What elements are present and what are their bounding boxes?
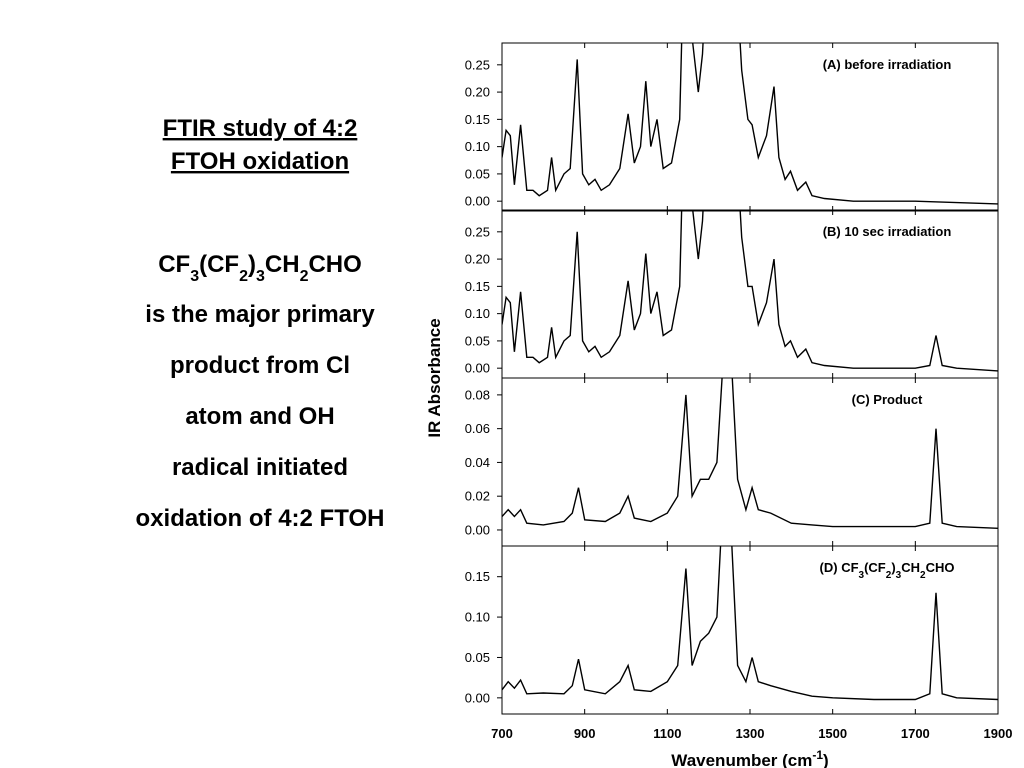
slide-title: FTOH oxidation — [171, 148, 349, 175]
text-part: CF — [158, 251, 190, 278]
y-tick-label: 0.10 — [465, 610, 490, 625]
y-tick-label: 0.05 — [465, 333, 490, 348]
text-part: CHO — [308, 251, 361, 278]
subscript: 3 — [859, 570, 865, 581]
body-line: atom and OH — [185, 403, 334, 430]
y-tick-label: 0.00 — [465, 690, 490, 705]
plot-frame — [501, 377, 999, 547]
spectrum-line — [502, 378, 998, 529]
y-tick-label: 0.06 — [465, 421, 490, 436]
y-tick-label: 0.00 — [465, 361, 490, 376]
y-tick-label: 0.20 — [465, 85, 490, 100]
body-line: is the major primary — [145, 301, 375, 328]
text-part: (D) CF — [820, 560, 859, 575]
x-tick-label: 1100 — [653, 726, 681, 741]
text-part: (C) Product — [852, 392, 923, 407]
text-part: (CF — [199, 251, 239, 278]
text-part: ) — [823, 751, 829, 768]
body-line: product from Cl — [170, 352, 350, 379]
subscript: 2 — [300, 268, 309, 285]
y-tick-label: 0.25 — [465, 57, 490, 72]
x-tick-label: 1900 — [984, 726, 1013, 741]
x-tick-label: 1300 — [736, 726, 765, 741]
text-part: Wavenumber (cm — [671, 751, 812, 768]
text-part: CH — [901, 560, 920, 575]
x-tick-label: 700 — [491, 726, 513, 741]
y-tick-label: 0.00 — [465, 522, 490, 537]
text-part: (A) before irradiation — [823, 57, 952, 72]
subscript: 2 — [886, 570, 892, 581]
panel-label: (C) Product — [852, 392, 923, 407]
y-tick-label: 0.08 — [465, 387, 490, 402]
subscript: 3 — [896, 570, 902, 581]
subscript: 2 — [920, 570, 926, 581]
y-tick-label: 0.15 — [465, 112, 490, 127]
text-part: (B) 10 sec irradiation — [823, 224, 952, 239]
x-tick-label: 1500 — [818, 726, 847, 741]
y-tick-label: 0.04 — [465, 455, 490, 470]
text-part: CH — [265, 251, 300, 278]
spectrum-line — [502, 546, 998, 701]
y-tick-label: 0.20 — [465, 252, 490, 267]
panel-label: (A) before irradiation — [823, 57, 952, 72]
y-tick-label: 0.10 — [465, 306, 490, 321]
y-tick-label: 0.10 — [465, 139, 490, 154]
text-part: CHO — [926, 560, 955, 575]
panel-label: (B) 10 sec irradiation — [823, 224, 952, 239]
body-line: oxidation of 4:2 FTOH — [136, 505, 385, 532]
subscript: 3 — [256, 268, 265, 285]
text-part: ) — [248, 251, 256, 278]
x-tick-label: 900 — [574, 726, 596, 741]
formula: CF3(CF2)3CH2CHO — [158, 251, 362, 285]
spectrum-line — [502, 210, 998, 372]
text-part: ) — [891, 560, 895, 575]
superscript: -1 — [812, 748, 823, 762]
y-tick-label: 0.00 — [465, 194, 490, 209]
y-tick-label: 0.25 — [465, 224, 490, 239]
y-axis-label: IR Absorbance — [425, 318, 444, 437]
body-line: radical initiated — [172, 454, 348, 481]
y-tick-label: 0.05 — [465, 166, 490, 181]
y-tick-label: 0.05 — [465, 650, 490, 665]
x-tick-label: 1700 — [901, 726, 930, 741]
y-tick-label: 0.15 — [465, 279, 490, 294]
text-part: (CF — [864, 560, 886, 575]
spectrum-line — [502, 43, 998, 205]
y-tick-label: 0.02 — [465, 489, 490, 504]
panel-label: (D) CF3(CF2)3CH2CHO — [820, 560, 955, 581]
x-axis-label: Wavenumber (cm-1) — [671, 748, 828, 768]
slide-title: FTIR study of 4:2 — [163, 115, 358, 142]
y-tick-label: 0.15 — [465, 569, 490, 584]
subscript: 2 — [239, 268, 248, 285]
subscript: 3 — [190, 268, 199, 285]
